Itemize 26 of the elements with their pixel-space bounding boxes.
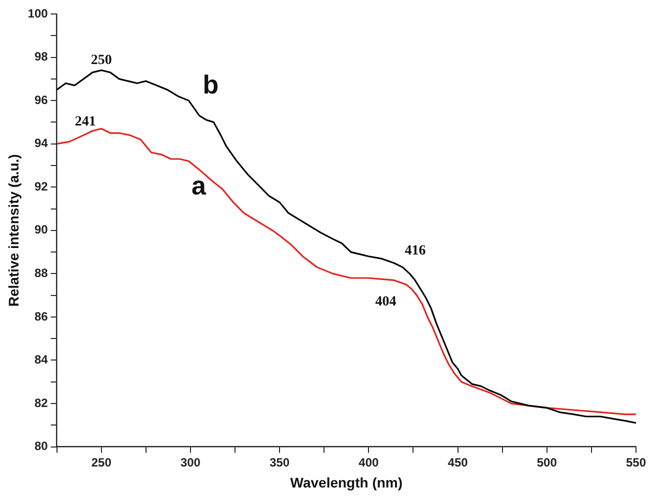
x-tick-label: 300 <box>180 455 201 470</box>
annotation: 416 <box>404 243 426 258</box>
series-label: a <box>191 170 206 200</box>
y-tick-label: 92 <box>34 179 48 194</box>
x-tick-label: 550 <box>626 455 646 470</box>
x-tick-label: 500 <box>536 455 558 470</box>
y-tick-label: 98 <box>34 50 48 64</box>
y-axis-title: Relative intensity (a.u.) <box>5 154 22 307</box>
x-tick-label: 400 <box>358 455 380 470</box>
y-tick-label: 80 <box>34 439 48 454</box>
x-tick-label: 250 <box>91 455 112 470</box>
annotation: 241 <box>74 114 96 130</box>
x-axis-title: Wavelength (nm) <box>290 474 403 490</box>
x-tick-label: 350 <box>270 455 290 470</box>
y-tick-label: 90 <box>34 222 48 237</box>
y-tick-label: 82 <box>34 396 48 410</box>
series-label: b <box>202 70 219 100</box>
y-tick-label: 100 <box>28 6 48 20</box>
y-tick-label: 86 <box>34 309 48 324</box>
y-tick-label: 94 <box>34 136 48 150</box>
annotation: 404 <box>375 294 396 310</box>
y-tick-label: 84 <box>34 352 48 367</box>
annotation: 250 <box>90 52 112 68</box>
y-tick-label: 96 <box>34 92 48 107</box>
x-tick-label: 450 <box>448 455 468 470</box>
y-tick-label: 88 <box>34 266 48 280</box>
